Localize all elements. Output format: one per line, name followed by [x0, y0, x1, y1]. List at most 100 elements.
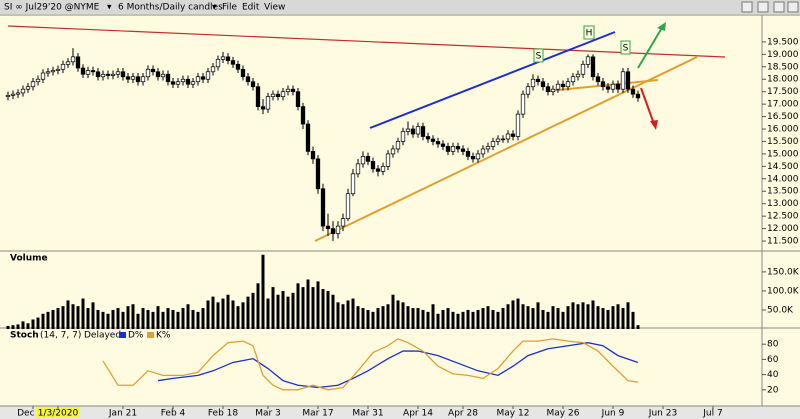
volume-bar [626, 302, 630, 329]
volume-bar [611, 306, 615, 329]
dropdown-arrow[interactable]: ▾ [107, 3, 112, 13]
candle-body [580, 63, 586, 75]
candle-body [630, 88, 636, 95]
volume-bar [271, 287, 275, 329]
candle-body [50, 70, 56, 73]
candle-body [620, 71, 626, 90]
candle-body [475, 153, 481, 160]
candle-body [460, 148, 466, 152]
period[interactable]: 6 Months/Daily candles [118, 3, 223, 13]
candle-body [120, 71, 126, 78]
y-tick-label: 14.000 [767, 174, 799, 184]
stoch-line [157, 342, 639, 389]
volume-bar [201, 308, 205, 329]
candle-body [445, 146, 451, 152]
button[interactable] [741, 1, 753, 13]
candle-body [635, 93, 641, 99]
candle-body [360, 156, 366, 165]
candle-body [285, 88, 291, 93]
menu-item[interactable]: Edit [242, 3, 260, 13]
candle-body [190, 81, 196, 85]
candle-body [20, 88, 26, 94]
x-tick-label: May 12 [497, 409, 530, 419]
candle-body [380, 166, 386, 172]
candle-body [165, 73, 171, 83]
y-tick-label: 18.000 [767, 75, 799, 85]
candle-body [605, 86, 611, 90]
candle-body [185, 78, 191, 85]
y-tick-label: 50.0K [767, 305, 794, 315]
volume-bar [571, 302, 575, 329]
volume-bar [86, 308, 90, 329]
candle-body [300, 106, 306, 125]
volume-bar [596, 306, 600, 329]
candle-body [555, 83, 561, 90]
candle-body [560, 83, 566, 88]
volume-bar [261, 254, 265, 329]
volume-bar [386, 304, 390, 329]
candle-body [340, 218, 346, 227]
candle-body [495, 138, 501, 142]
volume-bar [276, 294, 280, 329]
volume-bar [481, 308, 485, 329]
volume-bar [566, 306, 570, 329]
arrow-head [657, 22, 666, 31]
annotation: S [536, 52, 542, 62]
volume-bar [331, 294, 335, 329]
y-tick-label: 12.500 [767, 212, 799, 222]
button[interactable] [787, 1, 799, 13]
candle-body [540, 81, 546, 88]
volume-bar [416, 308, 420, 329]
annotation: H [586, 29, 593, 39]
candle-body [195, 76, 201, 83]
arrow-head [650, 120, 658, 130]
legend-label: K% [156, 331, 171, 341]
volume-bar [306, 279, 310, 329]
x-tick-label: Mar 3 [255, 409, 281, 419]
volume-bar [216, 302, 220, 329]
candle-body [100, 73, 106, 78]
trend-line [369, 31, 616, 129]
volume-bar [101, 311, 105, 329]
x-tick-label: Feb 4 [161, 409, 186, 419]
menu-item[interactable]: File [222, 3, 238, 13]
volume-bar [221, 298, 225, 329]
x-tick-label: Jul 7 [702, 409, 722, 419]
arrow [637, 25, 664, 69]
candle-body [35, 78, 41, 83]
symbol[interactable]: SI ∞ Jul29'20 @NYME [4, 3, 100, 13]
menu-item[interactable]: View [264, 3, 285, 13]
candle-body [115, 71, 121, 75]
volume-bar [361, 308, 365, 329]
volume-bar [71, 304, 75, 329]
volume-bar [561, 311, 565, 329]
candle-body [15, 92, 21, 95]
window-buttons[interactable] [741, 1, 799, 13]
candle-body [260, 106, 266, 110]
x-tick-label: Mar 31 [352, 409, 383, 419]
candle-body [80, 67, 86, 75]
dropdown-arrow[interactable]: ▾ [212, 3, 217, 13]
indicator-parameters: (14, 7, 7) [40, 331, 81, 341]
y-tick-label: 19.000 [767, 50, 799, 60]
candle-body [160, 73, 166, 78]
volume-bar [511, 300, 515, 329]
candle-body [565, 81, 571, 88]
candle-body [430, 138, 436, 142]
volume-bar [286, 296, 290, 329]
volume-bar [521, 304, 525, 329]
button[interactable] [757, 1, 769, 13]
volume-bar [421, 309, 425, 329]
volume-bar [356, 306, 360, 329]
volume-bar [471, 311, 475, 329]
legend-swatch [119, 332, 126, 338]
annotation: S [623, 44, 629, 54]
x-tick-label: Jun 9 [601, 409, 625, 419]
button[interactable] [773, 1, 785, 13]
candle-body [335, 225, 341, 234]
y-tick-label: 17.500 [767, 87, 799, 97]
legend-label: D% [128, 331, 144, 341]
volume-bar [351, 298, 355, 329]
volume-bar [556, 308, 560, 329]
